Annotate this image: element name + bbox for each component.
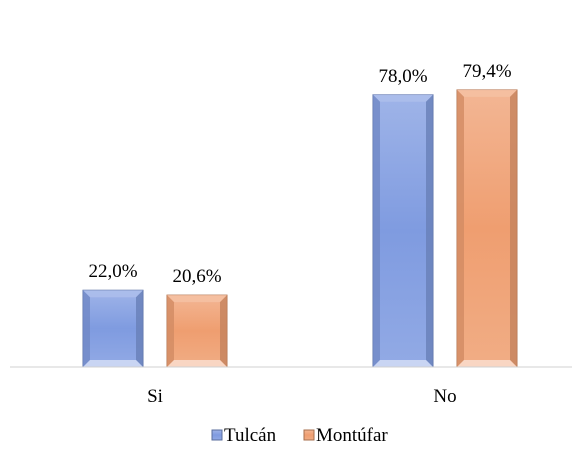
data-labels: 22,0% 20,6% 78,0% 79,4% xyxy=(88,61,511,287)
bars-group xyxy=(82,89,518,368)
bar-no-montufar xyxy=(456,89,518,368)
legend-swatch xyxy=(303,429,315,441)
legend-label: Montúfar xyxy=(316,425,388,446)
legend-item-tulcan: Tulcán xyxy=(211,425,277,446)
legend-item-montufar: Montúfar xyxy=(303,425,388,446)
bar-no-tulcan xyxy=(372,94,434,368)
data-label-no-tulcan: 78,0% xyxy=(378,66,427,87)
x-tick-label-no: No xyxy=(433,386,456,407)
data-label-si-tulcan: 22,0% xyxy=(88,261,137,282)
legend-label: Tulcán xyxy=(224,425,277,446)
bar-si-tulcan xyxy=(82,289,144,368)
bar-si-montufar xyxy=(166,294,228,368)
x-tick-label-si: Si xyxy=(147,386,163,407)
x-axis-labels: Si No xyxy=(147,386,457,407)
data-label-si-montufar: 20,6% xyxy=(172,266,221,287)
legend-swatch xyxy=(211,429,223,441)
legend: Tulcán Montúfar xyxy=(211,425,388,446)
data-label-no-montufar: 79,4% xyxy=(462,61,511,82)
